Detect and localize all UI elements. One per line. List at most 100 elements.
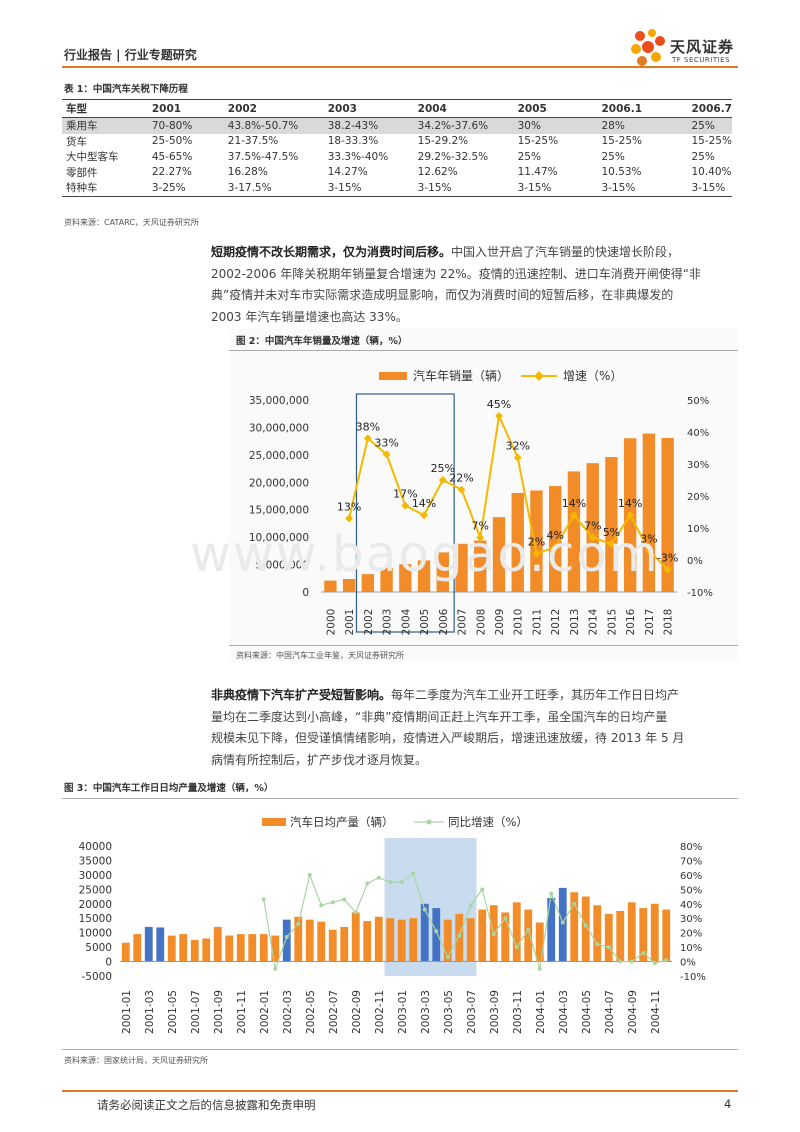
yoy-point: [330, 900, 335, 905]
paragraph-line: 典”疫情并未对车市实际需求造成明显影响，而仅为消费时间的短暂后移，在非典爆发的: [211, 288, 674, 302]
growth-point: [644, 546, 653, 555]
output-bar: [294, 916, 303, 962]
output-bar: [167, 935, 176, 962]
x-tick-label: 2016: [625, 608, 637, 635]
y-right-tick-label: 10%: [680, 943, 702, 954]
x-tick-label: 2007: [457, 609, 469, 636]
yoy-point: [583, 923, 588, 928]
table-cell: 零部件: [66, 166, 98, 179]
x-tick-label: 2002-03: [282, 990, 294, 1034]
yoy-point: [399, 880, 404, 885]
output-bar: [558, 887, 567, 962]
table-cell: 15-25%: [601, 135, 642, 148]
y-right-tick-label: 50%: [680, 885, 702, 896]
y-right-tick-label: 40%: [680, 900, 702, 911]
yoy-point: [560, 920, 565, 925]
growth-point: [438, 476, 447, 484]
x-tick-label: 2005: [419, 609, 431, 636]
y-left-tick-label: 25,000,000: [249, 450, 309, 462]
yoy-point: [572, 901, 577, 906]
table-header-row: 车型 2001 2002 2003 2004 2005 2006.1 2006.…: [62, 99, 732, 118]
output-bar: [328, 929, 337, 962]
yoy-point: [342, 897, 347, 902]
table-cell: 21-37.5%: [227, 135, 279, 148]
daily-output-chart: 汽车日均产量（辆） 同比增速（%） -5000 0 5000 10000 15000 2000…: [79, 815, 706, 1034]
output-bar: [133, 934, 142, 962]
output-bar: [386, 918, 395, 962]
x-tick-label: 2002-09: [351, 990, 363, 1034]
table-header-cell: 2004: [413, 99, 514, 118]
x-tick-label: 2013: [569, 609, 581, 636]
y-left-tick-label: 5,000,000: [256, 560, 309, 572]
yoy-point: [273, 966, 278, 971]
x-tick-label: 2004-03: [558, 990, 570, 1034]
y-left-tick-label: 30000: [79, 870, 112, 882]
output-bar: [179, 934, 188, 962]
output-bar: [570, 892, 579, 962]
figure3-caption: 图 3：中国汽车工作日日均产量及增速（辆，%）: [64, 783, 274, 794]
table-cell: 3-15%: [513, 180, 598, 197]
output-bar: [535, 922, 544, 962]
yoy-point: [434, 929, 439, 934]
output-bar: [409, 918, 418, 962]
x-tick-label: 2002-01: [259, 990, 271, 1034]
x-tick-label: 2012: [550, 609, 562, 636]
output-bar: [259, 934, 268, 962]
x-tick-label: 2015: [606, 609, 618, 636]
yoy-point: [537, 966, 542, 971]
output-bar: [248, 934, 257, 962]
paragraph-line: 病情有所控制后，扩产步伐才逐月恢复。: [211, 752, 428, 767]
y-right-tick-label: 80%: [680, 842, 702, 853]
output-bar: [121, 942, 130, 962]
footer-disclaimer: 请务必阅读正文之后的信息披露和免责申明: [97, 1098, 316, 1112]
watermark: www.baogao.com: [190, 525, 660, 583]
table-cell: 3-15%: [413, 180, 514, 197]
legend-line-label: 同比增速（%）: [448, 815, 528, 829]
sales-bar: [417, 560, 431, 592]
y-left-tick-label: 20000: [79, 899, 112, 911]
table-cell: 30%: [513, 117, 598, 134]
figure2-source: 资料来源：中国汽车工业年鉴，天风证券研究所: [236, 651, 404, 660]
x-tick-label: 2001-07: [190, 990, 202, 1034]
yoy-point: [526, 927, 531, 932]
growth-point: [663, 565, 672, 574]
figure3-rule-bottom: [62, 1049, 738, 1050]
x-tick-label: 2003-11: [512, 990, 524, 1034]
yoy-point: [319, 903, 324, 908]
footer-rule: [62, 1090, 738, 1092]
yoy-point: [491, 932, 496, 937]
table-cell: 10.40%: [691, 166, 732, 179]
growth-data-label: 25%: [431, 462, 455, 475]
output-bar: [547, 898, 556, 962]
y-left-tick-label: 0: [105, 957, 112, 969]
yoy-point: [365, 881, 370, 886]
output-bar: [236, 934, 245, 962]
yoy-point: [652, 961, 657, 965]
growth-data-label: 2%: [528, 536, 545, 549]
yoy-point: [618, 959, 623, 964]
y-right-tick-label: 10%: [687, 524, 709, 535]
x-tick-label: 2002-07: [328, 990, 340, 1034]
output-bar: [466, 918, 475, 962]
table-header-cell: 2003: [323, 99, 414, 118]
output-bar: [156, 927, 165, 962]
output-bar: [443, 919, 452, 962]
y-left-tick-label: 15,000,000: [249, 505, 309, 517]
legend-line-marker: [426, 819, 432, 825]
paragraph-line: 2002-2006 年降关税期年销量复合增速为 22%。疫情的迅速控制、进口车消…: [211, 266, 701, 281]
table-cell: 25%: [691, 150, 715, 163]
x-tick-label: 2010: [513, 609, 525, 636]
x-tick-label: 2004-11: [650, 990, 662, 1034]
y-right-tick-label: 40%: [687, 428, 709, 439]
yoy-point: [411, 871, 416, 876]
table-cell: 18-33.3%: [327, 135, 379, 148]
sales-bar: [361, 574, 375, 592]
x-tick-label: 2001-01: [121, 990, 133, 1034]
growth-data-label: 14%: [412, 497, 436, 510]
paragraph-heading: 短期疫情不改长期需求，仅为消费时间后移。: [211, 245, 452, 259]
y-right-tick-label: 0%: [680, 958, 696, 969]
x-tick-label: 2014: [588, 608, 600, 635]
paragraph-2: 非典疫情下汽车扩产受短暂影响。每年二季度为汽车工业开工旺季，其历年工作日日均产 …: [211, 685, 738, 771]
table-cell: 3-15%: [597, 180, 688, 197]
table-row: 零部件 22.27% 16.28% 14.27% 12.62% 11.47% 1…: [62, 165, 732, 181]
